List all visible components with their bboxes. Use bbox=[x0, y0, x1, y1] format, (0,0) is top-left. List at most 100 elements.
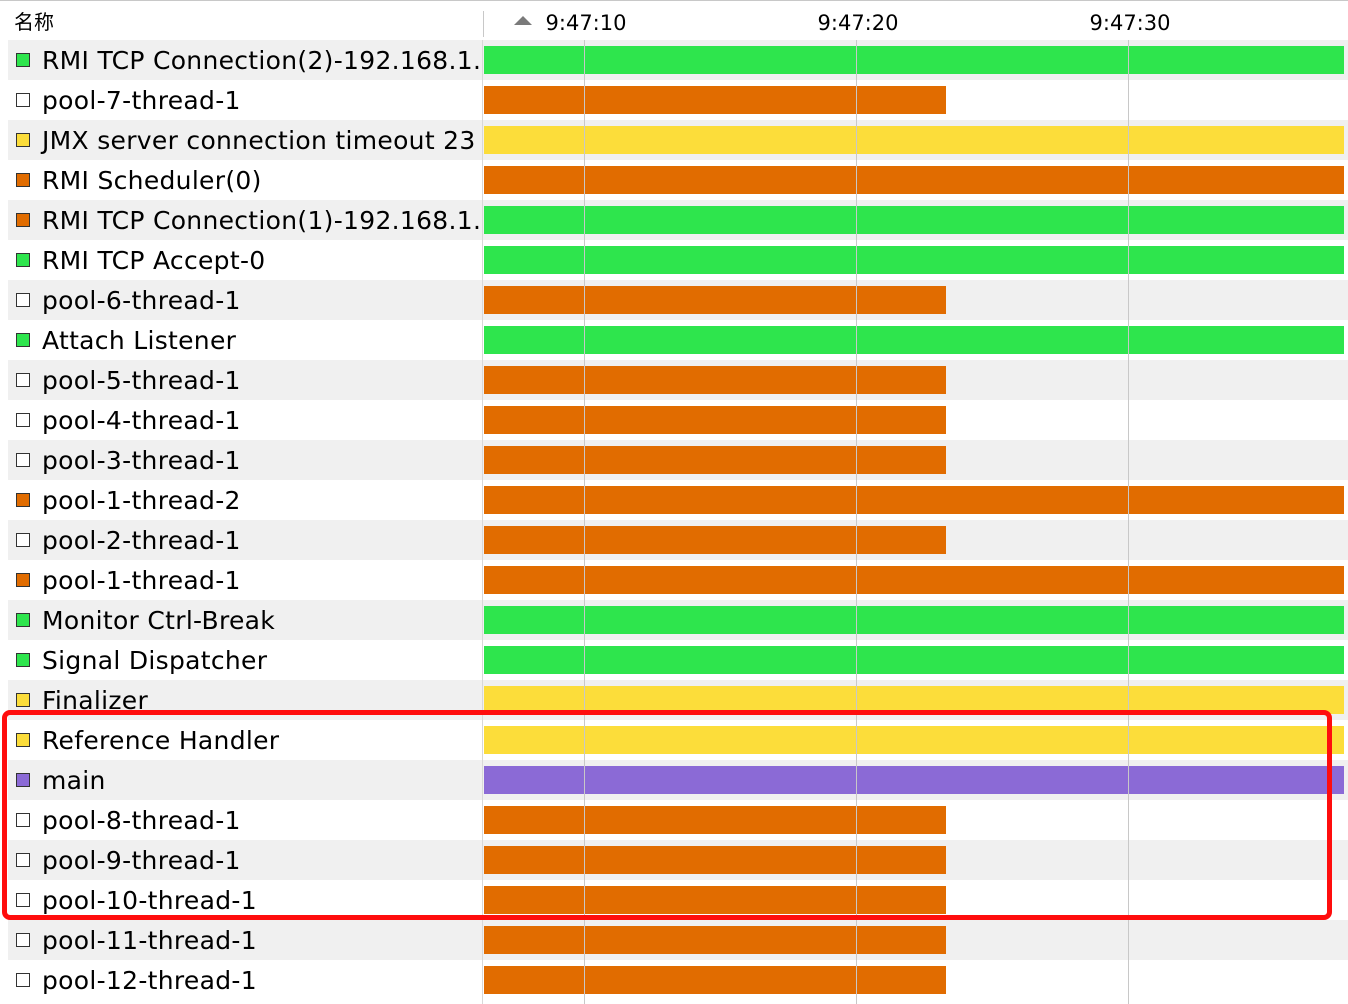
thread-timeline-cell[interactable] bbox=[484, 400, 1348, 440]
thread-name-cell[interactable]: pool-8-thread-1 bbox=[8, 800, 483, 840]
thread-row[interactable]: pool-9-thread-1 bbox=[8, 840, 1348, 880]
thread-state-bar[interactable] bbox=[484, 766, 1344, 794]
thread-row[interactable]: pool-6-thread-1 bbox=[8, 280, 1348, 320]
thread-name-cell[interactable]: RMI TCP Accept-0 bbox=[8, 240, 483, 280]
thread-state-bar[interactable] bbox=[484, 206, 1344, 234]
thread-name-cell[interactable]: pool-1-thread-2 bbox=[8, 480, 483, 520]
thread-name-cell[interactable]: RMI TCP Connection(2)-192.168.1. bbox=[8, 40, 483, 80]
thread-timeline-cell[interactable] bbox=[484, 40, 1348, 80]
thread-row[interactable]: pool-10-thread-1 bbox=[8, 880, 1348, 920]
thread-row[interactable]: RMI TCP Connection(2)-192.168.1. bbox=[8, 40, 1348, 80]
thread-timeline-cell[interactable] bbox=[484, 640, 1348, 680]
thread-timeline-cell[interactable] bbox=[484, 440, 1348, 480]
thread-row[interactable]: pool-7-thread-1 bbox=[8, 80, 1348, 120]
thread-row[interactable]: Monitor Ctrl-Break bbox=[8, 600, 1348, 640]
thread-timeline-cell[interactable] bbox=[484, 480, 1348, 520]
thread-row[interactable]: Reference Handler bbox=[8, 720, 1348, 760]
thread-state-bar[interactable] bbox=[484, 366, 946, 394]
header-column-separator[interactable] bbox=[483, 11, 484, 37]
thread-timeline-cell[interactable] bbox=[484, 680, 1348, 720]
thread-row[interactable]: Signal Dispatcher bbox=[8, 640, 1348, 680]
thread-timeline-cell[interactable] bbox=[484, 280, 1348, 320]
thread-state-bar[interactable] bbox=[484, 846, 946, 874]
thread-name-cell[interactable]: pool-1-thread-1 bbox=[8, 560, 483, 600]
thread-state-bar[interactable] bbox=[484, 126, 1344, 154]
thread-state-bar[interactable] bbox=[484, 806, 946, 834]
thread-row[interactable]: RMI TCP Connection(1)-192.168.1. bbox=[8, 200, 1348, 240]
thread-name-cell[interactable]: pool-2-thread-1 bbox=[8, 520, 483, 560]
thread-state-bar[interactable] bbox=[484, 166, 1344, 194]
thread-state-bar[interactable] bbox=[484, 686, 1344, 714]
thread-row[interactable]: pool-2-thread-1 bbox=[8, 520, 1348, 560]
thread-row[interactable]: RMI Scheduler(0) bbox=[8, 160, 1348, 200]
thread-state-bar[interactable] bbox=[484, 46, 1344, 74]
thread-state-bar[interactable] bbox=[484, 446, 946, 474]
thread-timeline-cell[interactable] bbox=[484, 760, 1348, 800]
thread-timeline-cell[interactable] bbox=[484, 360, 1348, 400]
thread-name-cell[interactable]: Finalizer bbox=[8, 680, 483, 720]
thread-name-cell[interactable]: Signal Dispatcher bbox=[8, 640, 483, 680]
thread-row[interactable]: Finalizer bbox=[8, 680, 1348, 720]
thread-state-bar[interactable] bbox=[484, 606, 1344, 634]
thread-row[interactable]: pool-4-thread-1 bbox=[8, 400, 1348, 440]
thread-timeline-cell[interactable] bbox=[484, 880, 1348, 920]
thread-state-bar[interactable] bbox=[484, 86, 946, 114]
thread-row[interactable]: pool-3-thread-1 bbox=[8, 440, 1348, 480]
thread-state-bar[interactable] bbox=[484, 326, 1344, 354]
thread-timeline-cell[interactable] bbox=[484, 120, 1348, 160]
thread-timeline-cell[interactable] bbox=[484, 840, 1348, 880]
thread-row[interactable]: main bbox=[8, 760, 1348, 800]
thread-state-bar[interactable] bbox=[484, 286, 946, 314]
thread-state-bar[interactable] bbox=[484, 486, 1344, 514]
thread-name-cell[interactable]: pool-3-thread-1 bbox=[8, 440, 483, 480]
thread-name-cell[interactable]: RMI TCP Connection(1)-192.168.1. bbox=[8, 200, 483, 240]
thread-name-cell[interactable]: main bbox=[8, 760, 483, 800]
thread-state-bar[interactable] bbox=[484, 966, 946, 994]
name-column-divider bbox=[482, 40, 483, 1004]
thread-state-bar[interactable] bbox=[484, 406, 946, 434]
thread-state-bar[interactable] bbox=[484, 926, 946, 954]
thread-state-bar[interactable] bbox=[484, 886, 946, 914]
thread-name-cell[interactable]: pool-7-thread-1 bbox=[8, 80, 483, 120]
thread-state-bar[interactable] bbox=[484, 726, 1344, 754]
thread-name-cell[interactable]: pool-4-thread-1 bbox=[8, 400, 483, 440]
name-column-header[interactable]: 名称 bbox=[14, 10, 54, 34]
thread-timeline-cell[interactable] bbox=[484, 160, 1348, 200]
thread-timeline-cell[interactable] bbox=[484, 600, 1348, 640]
thread-timeline-cell[interactable] bbox=[484, 960, 1348, 1000]
thread-timeline-cell[interactable] bbox=[484, 80, 1348, 120]
thread-row[interactable]: pool-1-thread-1 bbox=[8, 560, 1348, 600]
thread-row[interactable]: pool-11-thread-1 bbox=[8, 920, 1348, 960]
thread-name-cell[interactable]: pool-12-thread-1 bbox=[8, 960, 483, 1000]
thread-timeline-cell[interactable] bbox=[484, 320, 1348, 360]
thread-row[interactable]: pool-5-thread-1 bbox=[8, 360, 1348, 400]
thread-state-bar[interactable] bbox=[484, 246, 1344, 274]
thread-row[interactable]: pool-8-thread-1 bbox=[8, 800, 1348, 840]
thread-name-cell[interactable]: Monitor Ctrl-Break bbox=[8, 600, 483, 640]
thread-name-cell[interactable]: pool-10-thread-1 bbox=[8, 880, 483, 920]
thread-name-cell[interactable]: pool-5-thread-1 bbox=[8, 360, 483, 400]
thread-row[interactable]: JMX server connection timeout 23 bbox=[8, 120, 1348, 160]
thread-state-bar[interactable] bbox=[484, 566, 1344, 594]
thread-timeline-cell[interactable] bbox=[484, 200, 1348, 240]
thread-timeline-cell[interactable] bbox=[484, 520, 1348, 560]
thread-state-bar[interactable] bbox=[484, 646, 1344, 674]
thread-timeline-cell[interactable] bbox=[484, 240, 1348, 280]
thread-timeline-cell[interactable] bbox=[484, 560, 1348, 600]
thread-name-cell[interactable]: JMX server connection timeout 23 bbox=[8, 120, 483, 160]
thread-timeline-cell[interactable] bbox=[484, 920, 1348, 960]
thread-state-bar[interactable] bbox=[484, 526, 946, 554]
thread-row[interactable]: pool-1-thread-2 bbox=[8, 480, 1348, 520]
thread-name-cell[interactable]: Reference Handler bbox=[8, 720, 483, 760]
thread-name-cell[interactable]: RMI Scheduler(0) bbox=[8, 160, 483, 200]
thread-name-cell[interactable]: Attach Listener bbox=[8, 320, 483, 360]
thread-row[interactable]: pool-12-thread-1 bbox=[8, 960, 1348, 1000]
thread-name-cell[interactable]: pool-11-thread-1 bbox=[8, 920, 483, 960]
thread-name-cell[interactable]: pool-6-thread-1 bbox=[8, 280, 483, 320]
sort-ascending-icon[interactable] bbox=[514, 16, 532, 25]
thread-row[interactable]: RMI TCP Accept-0 bbox=[8, 240, 1348, 280]
thread-timeline-cell[interactable] bbox=[484, 720, 1348, 760]
thread-row[interactable]: Attach Listener bbox=[8, 320, 1348, 360]
thread-timeline-cell[interactable] bbox=[484, 800, 1348, 840]
thread-name-cell[interactable]: pool-9-thread-1 bbox=[8, 840, 483, 880]
